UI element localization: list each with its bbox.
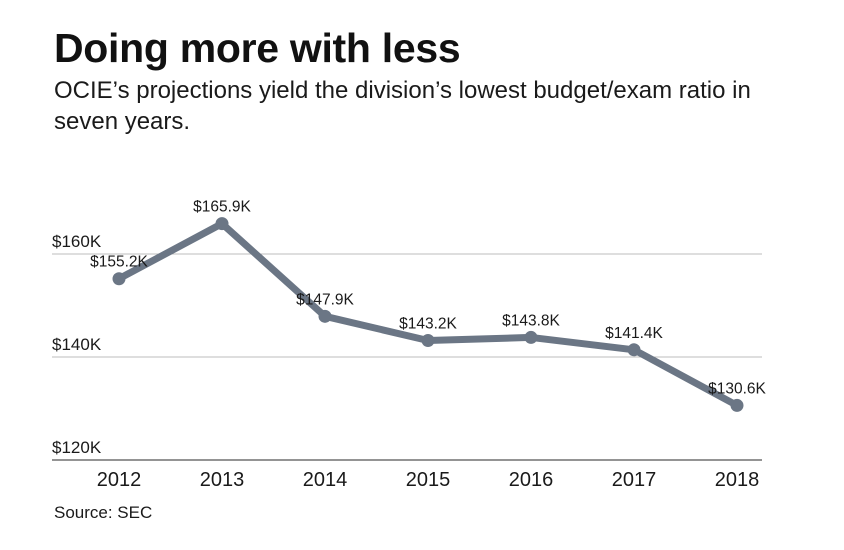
data-label: $143.8K [502,312,560,329]
x-tick-label: 2013 [200,469,245,491]
data-label: $155.2K [90,254,148,271]
chart-subtitle: OCIE’s projections yield the division’s … [54,77,751,135]
data-label: $143.2K [399,316,457,333]
x-tick-label: 2017 [612,469,657,491]
y-tick-label: $120K [52,438,102,457]
data-label: $130.6K [708,380,766,397]
x-tick-label: 2014 [303,469,348,491]
data-points [112,217,744,412]
gridlines [52,253,762,461]
y-axis: $120K $140K $160K [52,232,102,457]
data-point [524,330,538,344]
y-tick-label: $140K [52,335,102,354]
data-point [318,309,332,323]
data-label: $141.4K [605,325,663,342]
x-tick-label: 2015 [406,469,451,491]
data-labels: $155.2K $165.9K $147.9K $143.2K $143.8K $141.… [90,199,766,398]
x-axis: 2012 2013 2014 2015 2016 2017 2018 [97,469,760,491]
chart-title: Doing more with less [54,25,461,71]
y-tick-label: $160K [52,232,102,251]
data-label: $147.9K [296,291,354,308]
data-point [112,272,126,286]
data-point [421,334,435,348]
series-line [115,220,741,409]
data-point [215,217,229,231]
series-polyline [115,220,741,409]
x-tick-label: 2016 [509,469,554,491]
data-point [627,343,641,357]
data-point [730,398,744,412]
x-tick-label: 2012 [97,469,142,491]
data-label: $165.9K [193,199,251,216]
x-tick-label: 2018 [715,469,760,491]
source-note: Source: SEC [54,503,153,522]
